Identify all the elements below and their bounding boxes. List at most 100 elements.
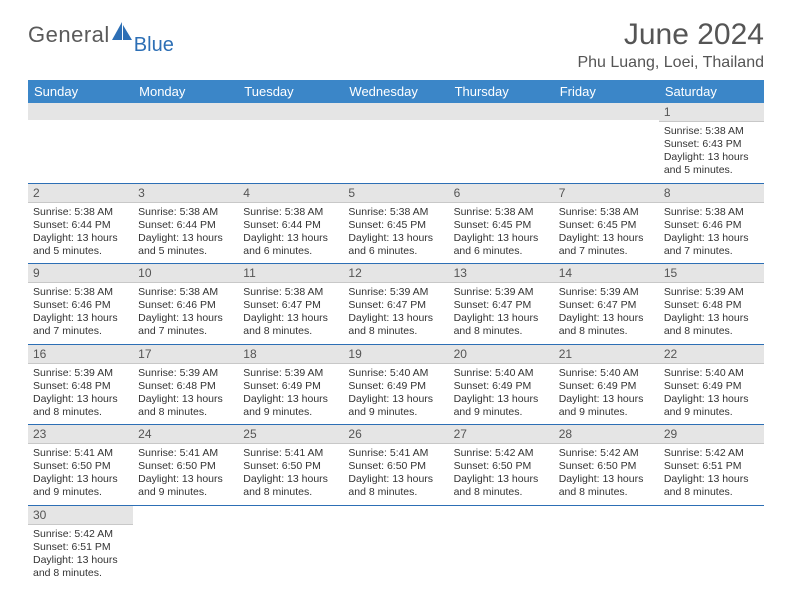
calendar-cell <box>554 103 659 183</box>
calendar-cell: 8Sunrise: 5:38 AMSunset: 6:46 PMDaylight… <box>659 183 764 264</box>
calendar-cell: 7Sunrise: 5:38 AMSunset: 6:45 PMDaylight… <box>554 183 659 264</box>
calendar-week-row: 23Sunrise: 5:41 AMSunset: 6:50 PMDayligh… <box>28 425 764 506</box>
day-number: 5 <box>343 184 448 203</box>
day-number: 27 <box>449 425 554 444</box>
day-detail: Sunrise: 5:39 AMSunset: 6:49 PMDaylight:… <box>238 364 343 425</box>
calendar-cell: 24Sunrise: 5:41 AMSunset: 6:50 PMDayligh… <box>133 425 238 506</box>
calendar-cell: 2Sunrise: 5:38 AMSunset: 6:44 PMDaylight… <box>28 183 133 264</box>
calendar-cell: 28Sunrise: 5:42 AMSunset: 6:50 PMDayligh… <box>554 425 659 506</box>
month-title: June 2024 <box>577 18 764 52</box>
calendar-cell: 17Sunrise: 5:39 AMSunset: 6:48 PMDayligh… <box>133 344 238 425</box>
calendar-cell: 21Sunrise: 5:40 AMSunset: 6:49 PMDayligh… <box>554 344 659 425</box>
day-number: 16 <box>28 345 133 364</box>
calendar-cell: 27Sunrise: 5:42 AMSunset: 6:50 PMDayligh… <box>449 425 554 506</box>
calendar-week-row: 16Sunrise: 5:39 AMSunset: 6:48 PMDayligh… <box>28 344 764 425</box>
day-detail: Sunrise: 5:39 AMSunset: 6:47 PMDaylight:… <box>449 283 554 344</box>
calendar-cell: 10Sunrise: 5:38 AMSunset: 6:46 PMDayligh… <box>133 264 238 345</box>
calendar-cell <box>449 505 554 585</box>
calendar-cell: 30Sunrise: 5:42 AMSunset: 6:51 PMDayligh… <box>28 505 133 585</box>
calendar-grid: Sunday Monday Tuesday Wednesday Thursday… <box>28 80 764 585</box>
weekday-header: Saturday <box>659 80 764 103</box>
calendar-cell: 15Sunrise: 5:39 AMSunset: 6:48 PMDayligh… <box>659 264 764 345</box>
calendar-cell: 3Sunrise: 5:38 AMSunset: 6:44 PMDaylight… <box>133 183 238 264</box>
calendar-cell: 19Sunrise: 5:40 AMSunset: 6:49 PMDayligh… <box>343 344 448 425</box>
empty-day <box>133 103 238 120</box>
calendar-cell <box>238 505 343 585</box>
calendar-cell <box>554 505 659 585</box>
day-number: 23 <box>28 425 133 444</box>
weekday-header: Thursday <box>449 80 554 103</box>
day-detail: Sunrise: 5:38 AMSunset: 6:45 PMDaylight:… <box>554 203 659 264</box>
empty-day <box>28 103 133 120</box>
header: General Blue June 2024 Phu Luang, Loei, … <box>28 18 764 72</box>
day-detail: Sunrise: 5:38 AMSunset: 6:43 PMDaylight:… <box>659 122 764 183</box>
weekday-header: Friday <box>554 80 659 103</box>
calendar-cell: 23Sunrise: 5:41 AMSunset: 6:50 PMDayligh… <box>28 425 133 506</box>
calendar-cell: 12Sunrise: 5:39 AMSunset: 6:47 PMDayligh… <box>343 264 448 345</box>
day-detail: Sunrise: 5:38 AMSunset: 6:46 PMDaylight:… <box>28 283 133 344</box>
day-detail: Sunrise: 5:38 AMSunset: 6:44 PMDaylight:… <box>28 203 133 264</box>
day-detail: Sunrise: 5:42 AMSunset: 6:50 PMDaylight:… <box>449 444 554 505</box>
calendar-cell: 25Sunrise: 5:41 AMSunset: 6:50 PMDayligh… <box>238 425 343 506</box>
calendar-cell: 20Sunrise: 5:40 AMSunset: 6:49 PMDayligh… <box>449 344 554 425</box>
calendar-cell: 9Sunrise: 5:38 AMSunset: 6:46 PMDaylight… <box>28 264 133 345</box>
day-number: 30 <box>28 506 133 525</box>
day-number: 3 <box>133 184 238 203</box>
day-detail: Sunrise: 5:39 AMSunset: 6:47 PMDaylight:… <box>343 283 448 344</box>
empty-day <box>554 103 659 120</box>
calendar-week-row: 1Sunrise: 5:38 AMSunset: 6:43 PMDaylight… <box>28 103 764 183</box>
weekday-header: Monday <box>133 80 238 103</box>
day-detail: Sunrise: 5:40 AMSunset: 6:49 PMDaylight:… <box>343 364 448 425</box>
day-number: 9 <box>28 264 133 283</box>
empty-day <box>343 103 448 120</box>
day-number: 17 <box>133 345 238 364</box>
logo-text-blue: Blue <box>134 34 174 57</box>
calendar-cell: 18Sunrise: 5:39 AMSunset: 6:49 PMDayligh… <box>238 344 343 425</box>
calendar-cell <box>238 103 343 183</box>
day-detail: Sunrise: 5:41 AMSunset: 6:50 PMDaylight:… <box>343 444 448 505</box>
day-number: 25 <box>238 425 343 444</box>
weekday-header: Sunday <box>28 80 133 103</box>
weekday-header: Tuesday <box>238 80 343 103</box>
day-detail: Sunrise: 5:42 AMSunset: 6:50 PMDaylight:… <box>554 444 659 505</box>
day-detail: Sunrise: 5:40 AMSunset: 6:49 PMDaylight:… <box>659 364 764 425</box>
day-detail: Sunrise: 5:39 AMSunset: 6:48 PMDaylight:… <box>659 283 764 344</box>
day-number: 14 <box>554 264 659 283</box>
day-detail: Sunrise: 5:41 AMSunset: 6:50 PMDaylight:… <box>28 444 133 505</box>
calendar-cell: 11Sunrise: 5:38 AMSunset: 6:47 PMDayligh… <box>238 264 343 345</box>
day-number: 11 <box>238 264 343 283</box>
brand-logo: General Blue <box>28 18 178 48</box>
day-number: 6 <box>449 184 554 203</box>
calendar-cell: 16Sunrise: 5:39 AMSunset: 6:48 PMDayligh… <box>28 344 133 425</box>
day-detail: Sunrise: 5:38 AMSunset: 6:45 PMDaylight:… <box>343 203 448 264</box>
empty-day <box>449 103 554 120</box>
weekday-header: Wednesday <box>343 80 448 103</box>
day-detail: Sunrise: 5:39 AMSunset: 6:48 PMDaylight:… <box>133 364 238 425</box>
day-number: 12 <box>343 264 448 283</box>
day-detail: Sunrise: 5:38 AMSunset: 6:44 PMDaylight:… <box>238 203 343 264</box>
calendar-cell: 5Sunrise: 5:38 AMSunset: 6:45 PMDaylight… <box>343 183 448 264</box>
day-detail: Sunrise: 5:39 AMSunset: 6:47 PMDaylight:… <box>554 283 659 344</box>
calendar-cell <box>449 103 554 183</box>
calendar-cell: 26Sunrise: 5:41 AMSunset: 6:50 PMDayligh… <box>343 425 448 506</box>
calendar-cell <box>343 103 448 183</box>
day-number: 19 <box>343 345 448 364</box>
calendar-week-row: 9Sunrise: 5:38 AMSunset: 6:46 PMDaylight… <box>28 264 764 345</box>
day-detail: Sunrise: 5:40 AMSunset: 6:49 PMDaylight:… <box>554 364 659 425</box>
calendar-cell <box>659 505 764 585</box>
day-number: 28 <box>554 425 659 444</box>
day-number: 4 <box>238 184 343 203</box>
day-number: 24 <box>133 425 238 444</box>
day-detail: Sunrise: 5:40 AMSunset: 6:49 PMDaylight:… <box>449 364 554 425</box>
calendar-cell: 6Sunrise: 5:38 AMSunset: 6:45 PMDaylight… <box>449 183 554 264</box>
day-number: 22 <box>659 345 764 364</box>
calendar-page: General Blue June 2024 Phu Luang, Loei, … <box>0 0 792 603</box>
day-number: 8 <box>659 184 764 203</box>
calendar-week-row: 30Sunrise: 5:42 AMSunset: 6:51 PMDayligh… <box>28 505 764 585</box>
calendar-cell <box>133 505 238 585</box>
day-detail: Sunrise: 5:42 AMSunset: 6:51 PMDaylight:… <box>28 525 133 586</box>
calendar-cell <box>133 103 238 183</box>
day-number: 20 <box>449 345 554 364</box>
calendar-cell: 13Sunrise: 5:39 AMSunset: 6:47 PMDayligh… <box>449 264 554 345</box>
title-block: June 2024 Phu Luang, Loei, Thailand <box>577 18 764 72</box>
